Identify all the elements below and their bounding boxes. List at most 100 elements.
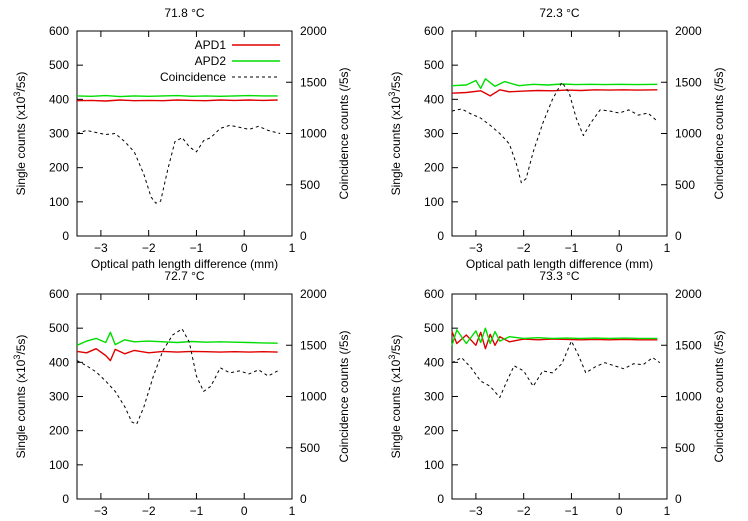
y2-tick-label: 500 (675, 441, 695, 455)
x-tick-label: −1 (565, 504, 579, 518)
series-line-coincidence (76, 124, 281, 204)
plot-frame (76, 293, 293, 500)
y2-tick-label: 1500 (300, 75, 327, 89)
chart-panel-1: 71.8 °C−3 −2 −1 0 10100200300400500600050010… (12, 6, 351, 271)
x-tick-label: 1 (289, 504, 296, 518)
y-tick-label: 400 (49, 355, 69, 369)
y-tick-label: 400 (424, 355, 444, 369)
y2-axis-title: Coincidence counts (/5s) (712, 330, 726, 462)
x-tick-label: 1 (289, 241, 296, 255)
y2-tick-label: 500 (300, 441, 320, 455)
y-tick-label: 600 (49, 287, 69, 301)
y-tick-label: 100 (49, 458, 69, 472)
y-tick-label: 100 (49, 195, 69, 209)
y-tick-label: 200 (424, 424, 444, 438)
y2-tick-label: 2000 (300, 287, 327, 301)
y-axis-title: Single counts (x103/5s) (387, 72, 403, 196)
y-tick-label: 100 (424, 195, 444, 209)
y-tick-label: 0 (437, 492, 444, 506)
y-tick-label: 100 (424, 458, 444, 472)
series-line-apd2 (76, 331, 278, 346)
series-line-apd2 (76, 94, 278, 98)
y2-tick-label: 0 (675, 492, 682, 506)
x-axis-title: Optical path length difference (mm) (466, 257, 653, 271)
y2-tick-label: 1000 (675, 390, 702, 404)
series-line-apd2 (451, 78, 658, 90)
y-tick-label: 0 (62, 492, 69, 506)
panel-title: 73.3 °C (539, 269, 579, 283)
y2-tick-label: 0 (675, 229, 682, 243)
x-tick-label: 0 (616, 241, 623, 255)
y2-tick-label: 1500 (300, 338, 327, 352)
y-axis-title: Single counts (x103/5s) (12, 335, 28, 459)
x-tick-label: −3 (94, 241, 108, 255)
chart-panel-2: 72.3 °C−3 −2 −1 0 10100200300400500600050010… (387, 6, 726, 271)
y2-tick-label: 0 (300, 492, 307, 506)
y-tick-label: 300 (49, 127, 69, 141)
x-tick-label: 1 (664, 504, 671, 518)
panel-title: 72.3 °C (539, 6, 579, 20)
x-tick-label: −1 (190, 241, 204, 255)
y-tick-label: 0 (437, 229, 444, 243)
y2-tick-label: 1000 (675, 127, 702, 141)
y2-tick-label: 2000 (675, 287, 702, 301)
y-tick-label: 300 (424, 390, 444, 404)
x-tick-label: −3 (469, 504, 483, 518)
x-tick-label: −2 (517, 241, 531, 255)
x-tick-label: −2 (142, 504, 156, 518)
y-tick-label: 500 (49, 321, 69, 335)
y2-tick-label: 500 (300, 178, 320, 192)
series-line-coincidence (451, 81, 658, 184)
x-axis-title: Optical path length difference (mm) (91, 257, 278, 271)
x-tick-label: −3 (469, 241, 483, 255)
y-tick-label: 600 (424, 287, 444, 301)
series-line-apd1 (76, 348, 278, 362)
y-tick-label: 300 (49, 390, 69, 404)
x-tick-label: 0 (616, 504, 623, 518)
x-tick-label: 1 (664, 241, 671, 255)
y2-tick-label: 1500 (675, 338, 702, 352)
y-tick-label: 400 (49, 92, 69, 106)
y-axis-title: Single counts (x103/5s) (12, 72, 28, 196)
legend-label: Coincidence (160, 70, 226, 84)
y-tick-label: 600 (49, 24, 69, 38)
y-tick-label: 600 (424, 24, 444, 38)
y-tick-label: 400 (424, 92, 444, 106)
y2-axis-title: Coincidence counts (/5s) (337, 67, 351, 199)
x-tick-label: −1 (190, 504, 204, 518)
panel-title: 72.7 °C (164, 269, 204, 283)
legend-label: APD1 (195, 38, 227, 52)
y2-tick-label: 500 (675, 178, 695, 192)
series-line-coincidence (451, 340, 661, 398)
y2-axis-title: Coincidence counts (/5s) (712, 67, 726, 199)
y2-axis-title: Coincidence counts (/5s) (337, 330, 351, 462)
panel-title: 71.8 °C (164, 6, 204, 20)
y-tick-label: 200 (49, 424, 69, 438)
y2-tick-label: 0 (300, 229, 307, 243)
y-axis-title: Single counts (x103/5s) (387, 335, 403, 459)
x-tick-label: 0 (241, 241, 248, 255)
y2-tick-label: 1000 (300, 390, 327, 404)
series-line-apd1 (451, 331, 658, 350)
y-tick-label: 200 (49, 161, 69, 175)
y-tick-label: 0 (62, 229, 69, 243)
series-line-apd1 (451, 89, 658, 97)
x-tick-label: −2 (517, 504, 531, 518)
x-tick-label: −3 (94, 504, 108, 518)
y2-tick-label: 1000 (300, 127, 327, 141)
y-tick-label: 500 (49, 58, 69, 72)
x-tick-label: 0 (241, 504, 248, 518)
series-line-apd1 (76, 99, 278, 102)
y2-tick-label: 1500 (675, 75, 702, 89)
y-tick-label: 300 (424, 127, 444, 141)
y2-tick-label: 2000 (675, 24, 702, 38)
x-tick-label: −2 (142, 241, 156, 255)
y-tick-label: 500 (424, 58, 444, 72)
plot-frame (451, 293, 668, 500)
plot-frame (451, 30, 668, 237)
y2-tick-label: 2000 (300, 24, 327, 38)
chart-panel-3: 72.7 °C−3 −2 −1 0 10100200300400500600050010… (12, 269, 351, 521)
y-tick-label: 200 (424, 161, 444, 175)
series-line-apd2 (451, 327, 658, 346)
